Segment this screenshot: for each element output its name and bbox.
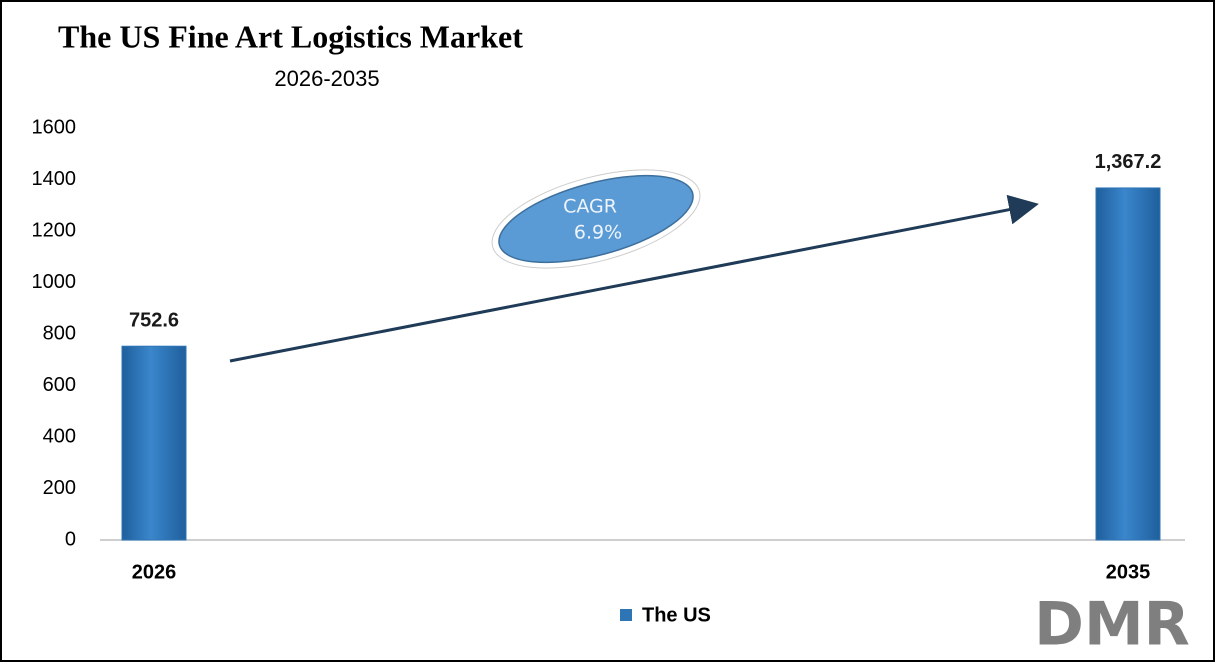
bar: [1095, 187, 1161, 541]
value-label: 752.6: [129, 309, 179, 331]
cagr-badge: [491, 169, 701, 269]
annotation: CAGR: [563, 196, 617, 218]
legend-swatch: [620, 609, 632, 621]
bar: [121, 345, 187, 541]
y-tick-label: 1200: [32, 219, 77, 241]
annotation: 6.9%: [574, 222, 622, 244]
y-tick-label: 800: [43, 322, 76, 344]
x-tick-label: 2026: [132, 561, 177, 583]
logo: DMR: [1034, 590, 1190, 660]
y-tick-label: 400: [43, 425, 76, 447]
y-tick-label: 0: [65, 528, 76, 550]
value-label: 1,367.2: [1095, 151, 1162, 173]
x-tick-label: 2035: [1106, 561, 1151, 583]
y-tick-label: 600: [43, 374, 76, 396]
y-tick-label: 1400: [32, 168, 77, 190]
y-tick-label: 200: [43, 477, 76, 499]
y-tick-label: 1000: [32, 271, 77, 293]
badge: [498, 174, 694, 264]
chart-subtitle: 2026-2035: [274, 66, 379, 91]
chart-title: The US Fine Art Logistics Market: [58, 18, 523, 54]
trend-arrow: [229, 194, 1039, 363]
legend-label: The US: [642, 604, 711, 626]
y-tick-label: 1600: [32, 116, 77, 138]
